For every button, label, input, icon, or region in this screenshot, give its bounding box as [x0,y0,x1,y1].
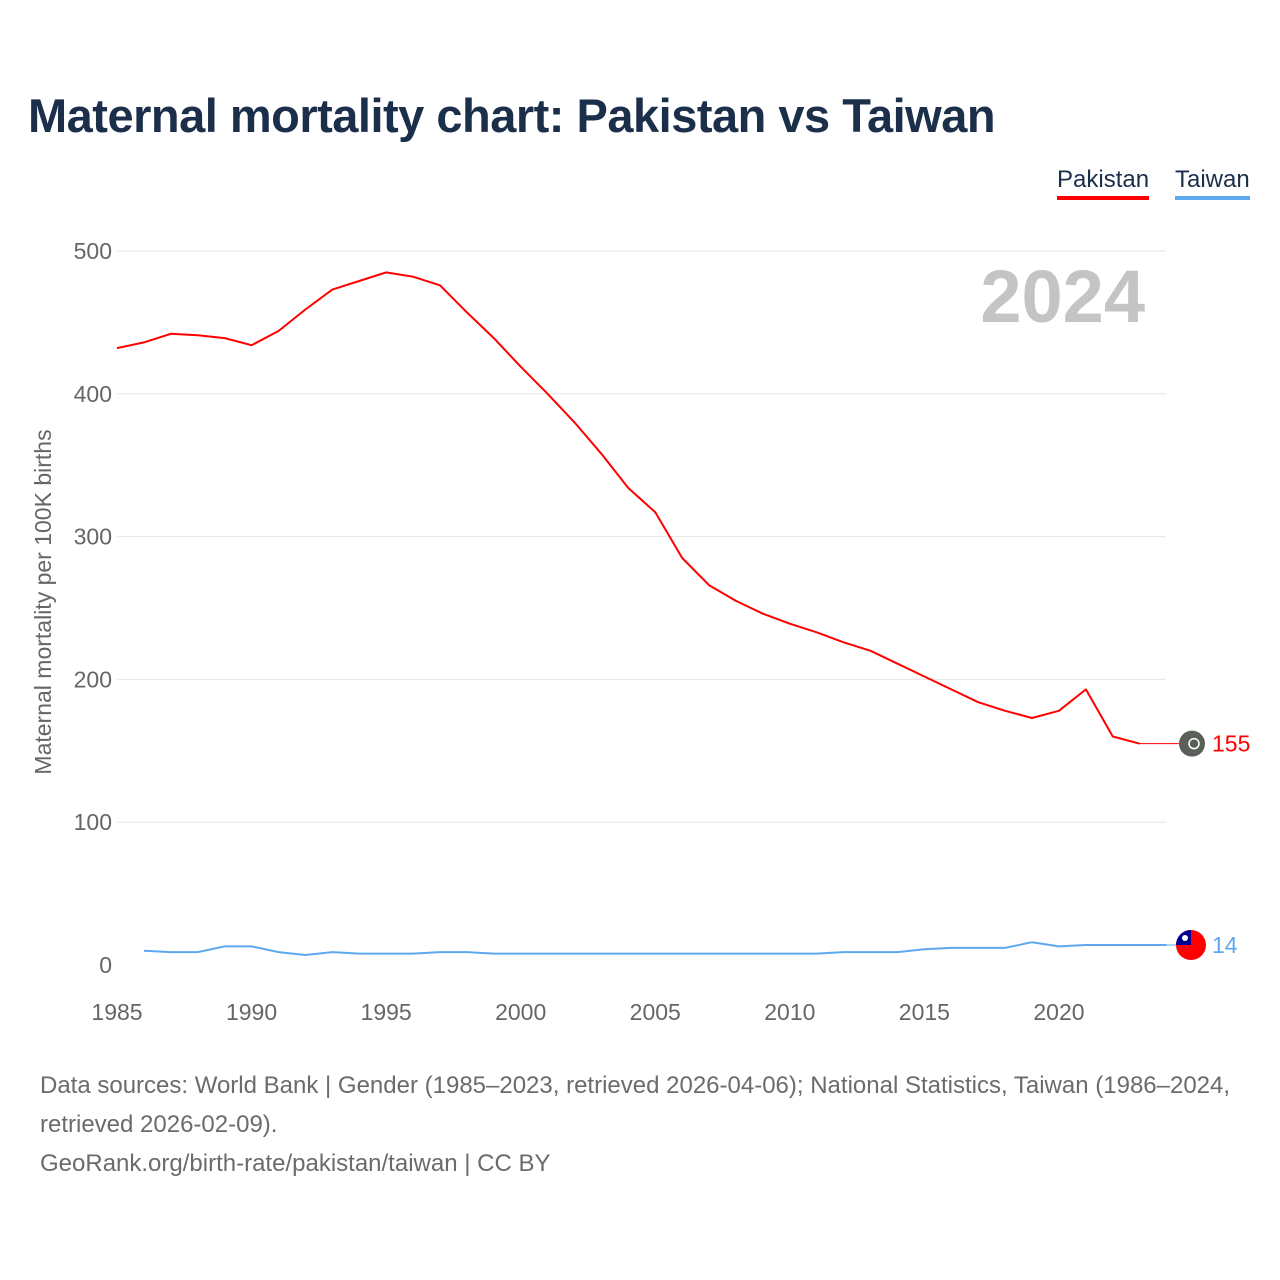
sun-icon [1182,935,1188,942]
x-tick-label: 1990 [226,999,277,1025]
y-axis-label: Maternal mortality per 100K births [30,429,56,774]
year-watermark: 2024 [980,255,1145,338]
chart-title: Maternal mortality chart: Pakistan vs Ta… [28,89,996,142]
x-tick-label: 2005 [630,999,681,1025]
pakistan-flag-icon [1179,730,1205,757]
x-tick-label: 1995 [361,999,412,1025]
y-tick-label: 300 [74,524,112,550]
series-line-taiwan [143,941,1167,956]
legend-taiwan[interactable]: Taiwan [1175,166,1250,200]
y-tick-label: 200 [74,666,112,692]
end-label-pakistan: 155 [1212,731,1250,757]
source-link[interactable]: GeoRank.org/birth-rate/pakistan/taiwan |… [40,1150,551,1177]
y-tick-label: 100 [74,809,112,835]
end-label-taiwan: 14 [1212,932,1238,958]
x-tick-label: 2015 [899,999,950,1025]
crescent-icon [1188,737,1200,750]
x-tick-label: 2020 [1033,999,1084,1025]
legend-pakistan[interactable]: Pakistan [1057,166,1150,200]
data-sources: Data sources: World Bank | Gender (1985–… [40,1072,1231,1138]
y-tick-label: 500 [74,238,112,264]
x-tick-label: 2000 [495,999,546,1025]
series-line-pakistan [116,271,1140,745]
footer: Data sources: World Bank | Gender (1985–… [40,1066,1240,1183]
x-tick-label: 2010 [764,999,815,1025]
x-tick-label: 1985 [91,999,142,1025]
y-tick-label: 400 [74,381,112,407]
y-tick-label: 0 [99,952,112,978]
